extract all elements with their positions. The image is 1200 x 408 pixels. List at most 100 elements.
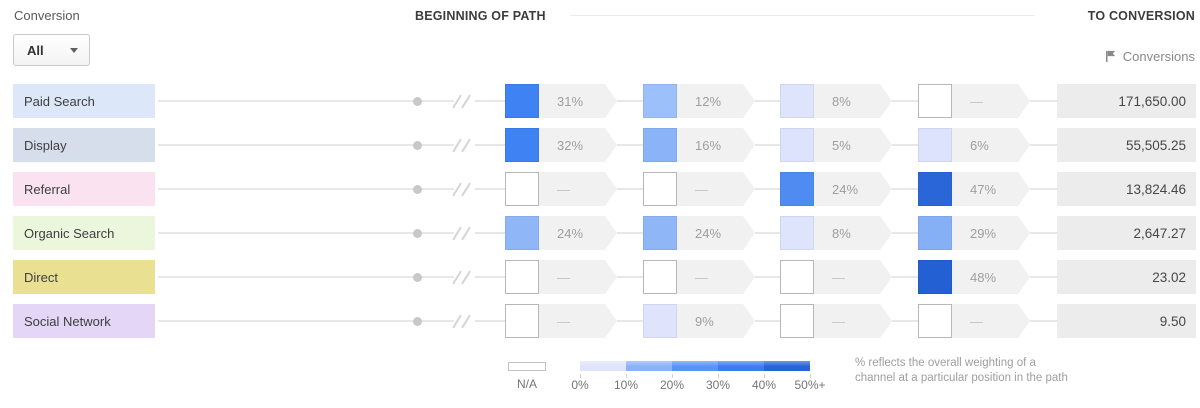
path-line bbox=[755, 320, 780, 322]
weight-percent: 24% bbox=[677, 216, 755, 250]
legend-tick-label: 50%+ bbox=[794, 378, 826, 392]
path-line bbox=[755, 100, 780, 102]
legend-scale-segment bbox=[764, 361, 810, 371]
conversion-value: 13,824.46 bbox=[1057, 172, 1196, 206]
path-start-dot bbox=[413, 97, 422, 106]
path-start-dot bbox=[413, 273, 422, 282]
weight-swatch bbox=[505, 304, 539, 338]
weight-percent: 8% bbox=[814, 84, 892, 118]
path-cell: — bbox=[918, 84, 1030, 118]
channel-label: Paid Search bbox=[13, 84, 155, 118]
path-start-dot bbox=[413, 317, 422, 326]
channel-row: Referral 13,824.46 — — 24% 47% bbox=[0, 172, 1200, 206]
legend-tick-label: 10% bbox=[613, 378, 639, 392]
weight-percent: 12% bbox=[677, 84, 755, 118]
channel-label: Direct bbox=[13, 260, 155, 294]
weight-swatch bbox=[918, 172, 952, 206]
channel-row: Social Network 9.50 — 9% — — bbox=[0, 304, 1200, 338]
weight-swatch bbox=[918, 128, 952, 162]
weight-swatch bbox=[780, 84, 814, 118]
header-divider bbox=[570, 15, 1035, 16]
conversion-value: 55,505.25 bbox=[1057, 128, 1196, 162]
path-line bbox=[755, 276, 780, 278]
weight-swatch bbox=[643, 128, 677, 162]
path-line bbox=[158, 320, 454, 322]
weight-percent: 24% bbox=[814, 172, 892, 206]
weight-swatch bbox=[505, 84, 539, 118]
legend-color-scale bbox=[580, 361, 810, 371]
weight-percent: 16% bbox=[677, 128, 755, 162]
weight-percent: 8% bbox=[814, 216, 892, 250]
legend-scale-segment bbox=[672, 361, 718, 371]
conversions-metric-label: Conversions bbox=[1104, 49, 1195, 64]
path-line bbox=[617, 144, 643, 146]
weight-percent: 32% bbox=[539, 128, 617, 162]
path-cell: — bbox=[505, 304, 617, 338]
legend-tick bbox=[626, 374, 627, 378]
weight-swatch bbox=[643, 84, 677, 118]
conversion-label: Conversion bbox=[14, 8, 80, 23]
weight-percent: 47% bbox=[952, 172, 1030, 206]
path-line bbox=[158, 232, 454, 234]
legend-scale-segment bbox=[718, 361, 764, 371]
weight-percent: — bbox=[539, 260, 617, 294]
path-line bbox=[617, 100, 643, 102]
channel-label: Display bbox=[13, 128, 155, 162]
weight-swatch bbox=[918, 304, 952, 338]
path-line bbox=[158, 100, 454, 102]
weight-percent: 9% bbox=[677, 304, 755, 338]
path-line bbox=[158, 144, 454, 146]
legend-tick bbox=[580, 374, 581, 378]
weight-percent: — bbox=[814, 260, 892, 294]
weight-percent: — bbox=[539, 304, 617, 338]
path-cell: — bbox=[505, 260, 617, 294]
path-cell: — bbox=[780, 304, 892, 338]
conversion-dropdown-value: All bbox=[27, 42, 44, 58]
channel-label: Organic Search bbox=[13, 216, 155, 250]
weight-swatch bbox=[780, 304, 814, 338]
path-line bbox=[892, 144, 918, 146]
path-line bbox=[892, 100, 918, 102]
path-line bbox=[755, 144, 780, 146]
legend-tick-label: 0% bbox=[571, 378, 589, 392]
weight-percent: — bbox=[677, 260, 755, 294]
weight-percent: 31% bbox=[539, 84, 617, 118]
weight-swatch bbox=[643, 260, 677, 294]
path-start-dot bbox=[413, 185, 422, 194]
legend-tick bbox=[764, 374, 765, 378]
path-cell: 24% bbox=[780, 172, 892, 206]
legend-tick-label: 30% bbox=[705, 378, 731, 392]
weight-swatch bbox=[643, 304, 677, 338]
path-cell: 5% bbox=[780, 128, 892, 162]
path-line bbox=[475, 188, 505, 190]
path-line bbox=[475, 276, 505, 278]
weight-swatch bbox=[780, 216, 814, 250]
conversion-dropdown[interactable]: All bbox=[13, 34, 90, 66]
weight-percent: — bbox=[952, 304, 1030, 338]
path-cell: 32% bbox=[505, 128, 617, 162]
legend-footnote: % reflects the overall weighting of a ch… bbox=[855, 356, 1068, 386]
path-line bbox=[617, 320, 643, 322]
weight-swatch bbox=[643, 216, 677, 250]
channel-row: Direct 23.02 — — — 48% bbox=[0, 260, 1200, 294]
legend-tick bbox=[718, 374, 719, 378]
legend-tick bbox=[810, 374, 811, 378]
path-line bbox=[617, 188, 643, 190]
path-cell: 47% bbox=[918, 172, 1030, 206]
weight-percent: — bbox=[677, 172, 755, 206]
weight-swatch bbox=[918, 84, 952, 118]
path-line bbox=[158, 276, 454, 278]
path-line bbox=[617, 232, 643, 234]
legend-tick bbox=[672, 374, 673, 378]
path-cell: — bbox=[918, 304, 1030, 338]
path-cell: 8% bbox=[780, 216, 892, 250]
channel-row: Paid Search 171,650.00 31% 12% 8% — bbox=[0, 84, 1200, 118]
path-cell: 12% bbox=[643, 84, 755, 118]
path-break-icon bbox=[461, 226, 471, 241]
path-start-dot bbox=[413, 141, 422, 150]
path-start-dot bbox=[413, 229, 422, 238]
path-break-icon bbox=[461, 182, 471, 197]
path-line bbox=[1030, 100, 1057, 102]
path-cell: — bbox=[780, 260, 892, 294]
legend-tick-label: 40% bbox=[751, 378, 777, 392]
